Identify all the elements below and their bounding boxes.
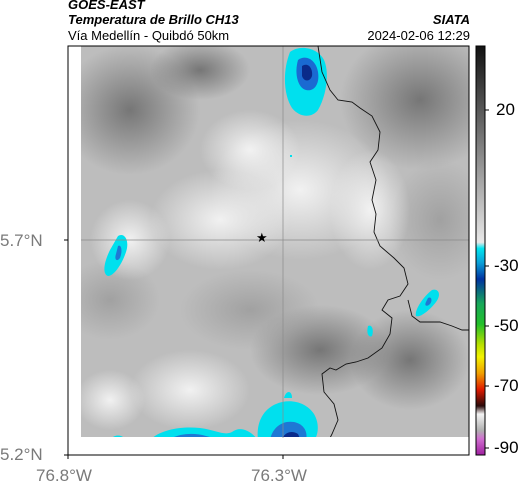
org-label: SIATA <box>432 12 470 27</box>
colorbar-ticks <box>485 109 489 449</box>
cold-cloud-top-west <box>104 234 128 276</box>
brightness-temperature-image <box>81 46 469 438</box>
lat-tick-5-2: 5.2°N <box>0 445 43 464</box>
colorbar-label-m30: -30 <box>494 256 519 275</box>
coastline <box>317 46 409 438</box>
colorbar-label-m90: -90 <box>494 438 519 457</box>
colorbar-label-m50: -50 <box>494 316 519 335</box>
colorbar-label-m70: -70 <box>494 376 519 395</box>
lat-tick-5-7: 5.7°N <box>0 231 43 250</box>
product-title: Temperatura de Brillo CH13 <box>68 12 239 27</box>
cold-cloud-top-south <box>111 392 318 438</box>
lon-tick-76-8: 76.8°W <box>36 466 92 485</box>
map-frame <box>67 45 470 456</box>
source-title: GOES-EAST <box>68 0 145 12</box>
lon-tick-76-3: 76.3°W <box>251 466 307 485</box>
region-subtitle: Vía Medellín - Quibdó 50km <box>68 28 230 43</box>
cold-cloud-top-east <box>415 289 439 317</box>
colorbar <box>475 45 486 456</box>
cold-cloud-top-nw <box>284 47 327 116</box>
datetime-label: 2024-02-06 12:29 <box>367 28 470 43</box>
cold-cloud-top-small <box>367 325 373 337</box>
colorbar-label-20: 20 <box>496 100 515 119</box>
cold-cloud-pixel <box>290 155 292 157</box>
coastline-east <box>407 299 469 331</box>
location-marker-star-icon: ★ <box>256 230 268 245</box>
